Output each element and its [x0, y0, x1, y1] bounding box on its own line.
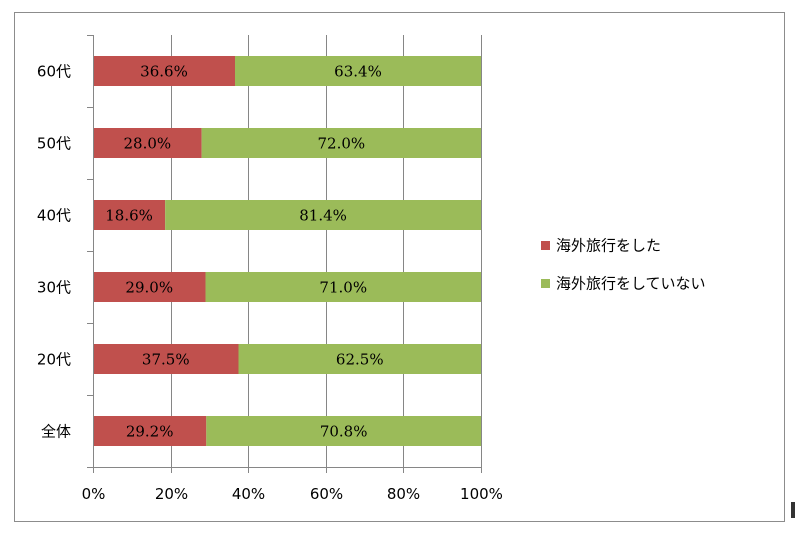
bar-traveled-4 — [93, 344, 239, 374]
legend-label-not-traveled: 海外旅行をしていない — [556, 275, 706, 293]
bars — [93, 56, 481, 446]
data-label-traveled-1: 28.0% — [123, 135, 171, 153]
bar-not-traveled-4 — [238, 344, 481, 374]
category-label-5: 全体 — [41, 423, 71, 441]
bar-not-traveled-3 — [205, 272, 481, 302]
x-tick-label-60: 60% — [310, 485, 343, 503]
x-tick-label-20: 20% — [155, 485, 188, 503]
data-label-not-traveled-2: 81.4% — [299, 207, 347, 225]
bar-not-traveled-1 — [201, 128, 481, 158]
x-tick-label-0: 0% — [82, 485, 106, 503]
data-label-not-traveled-4: 62.5% — [336, 351, 384, 369]
x-tick-label-80: 80% — [387, 485, 420, 503]
data-label-traveled-0: 36.6% — [140, 63, 188, 81]
legend-swatch-traveled — [541, 241, 550, 250]
bar-traveled-2 — [93, 200, 166, 230]
legend-label-traveled: 海外旅行をした — [556, 237, 661, 255]
category-label-1: 50代 — [37, 135, 71, 153]
data-label-traveled-5: 29.2% — [126, 423, 174, 441]
x-tick-label-100: 100% — [460, 485, 503, 503]
data-label-not-traveled-0: 63.4% — [334, 63, 382, 81]
data-label-not-traveled-5: 70.8% — [320, 423, 368, 441]
bar-traveled-1 — [93, 128, 202, 158]
bar-not-traveled-0 — [235, 56, 481, 86]
data-label-traveled-2: 18.6% — [105, 207, 153, 225]
x-tick-label-40: 40% — [232, 485, 265, 503]
bar-not-traveled-5 — [206, 416, 481, 446]
data-labels: 36.6% 63.4% 28.0% 72.0% 18.6% 81.4% 29.0% 71.0%… — [105, 63, 383, 441]
bar-not-traveled-2 — [165, 200, 481, 230]
bar-traveled-0 — [93, 56, 236, 86]
bar-traveled-5 — [93, 416, 207, 446]
bar-traveled-3 — [93, 272, 206, 302]
category-label-2: 40代 — [37, 207, 71, 225]
data-label-not-traveled-3: 71.0% — [319, 279, 367, 297]
legend-swatch-not-traveled — [541, 279, 550, 288]
stray-mark — [791, 502, 795, 518]
category-label-3: 30代 — [37, 279, 71, 297]
category-label-0: 60代 — [37, 63, 71, 81]
data-label-traveled-3: 29.0% — [125, 279, 173, 297]
gridlines — [171, 35, 482, 467]
category-label-4: 20代 — [37, 351, 71, 369]
data-label-not-traveled-1: 72.0% — [317, 135, 365, 153]
data-label-traveled-4: 37.5% — [142, 351, 190, 369]
